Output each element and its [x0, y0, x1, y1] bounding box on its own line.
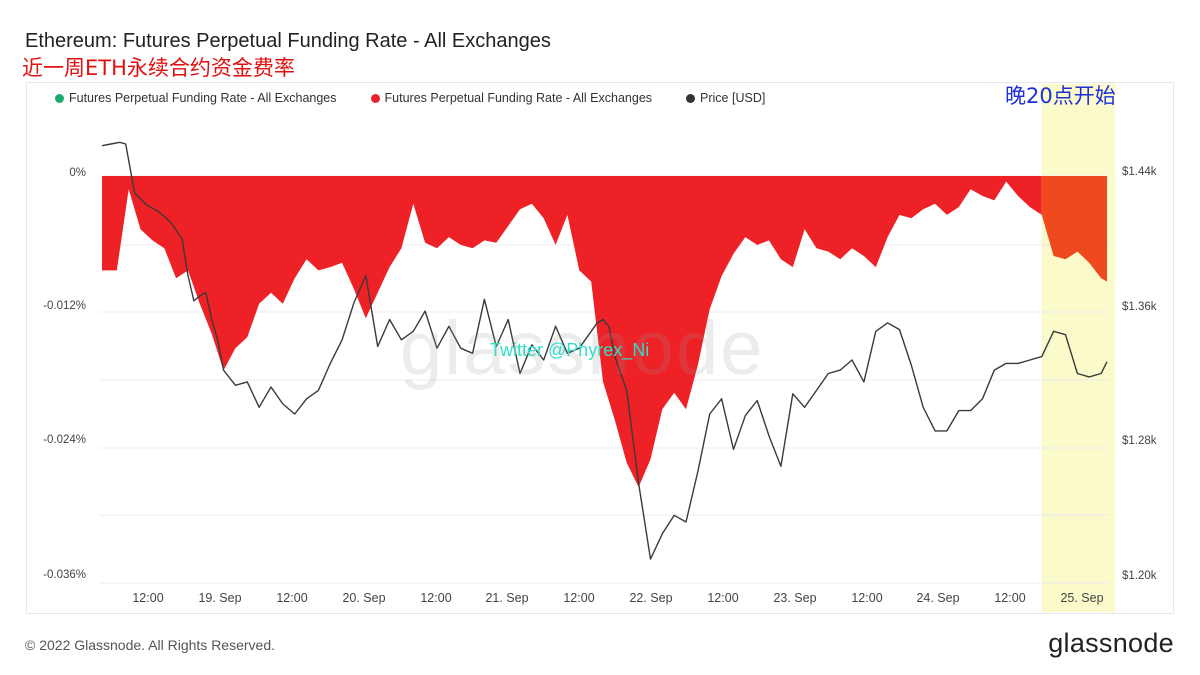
- x-tick-label: 12:00: [563, 591, 594, 605]
- legend-item-price[interactable]: Price [USD]: [686, 91, 765, 105]
- legend-dot-green: [55, 93, 64, 103]
- x-axis: 12:00 19. Sep 12:00 20. Sep 12:00 21. Sep 12:0…: [132, 591, 1103, 605]
- x-tick-label: 12:00: [420, 591, 451, 605]
- legend-label: Futures Perpetual Funding Rate - All Exc…: [69, 91, 337, 105]
- y-axis-right: $1.44k $1.36k $1.28k $1.20k: [1122, 166, 1157, 582]
- x-tick-label: 22. Sep: [629, 591, 672, 605]
- copyright-text: © 2022 Glassnode. All Rights Reserved.: [25, 637, 276, 653]
- x-tick-label: 21. Sep: [485, 591, 528, 605]
- x-tick-label: 12:00: [132, 591, 163, 605]
- legend-label: Price [USD]: [700, 91, 766, 105]
- y-right-tick-label: $1.36k: [1122, 301, 1157, 313]
- funding-area-highlight: [1041, 176, 1107, 282]
- funding-rate-area: [102, 176, 1107, 488]
- x-tick-label: 12:00: [707, 591, 738, 605]
- x-tick-label: 20. Sep: [342, 591, 385, 605]
- highlight-annotation: 晚20点开始: [1005, 84, 1116, 108]
- x-tick-label: 12:00: [276, 591, 307, 605]
- price-line: [101, 141, 1108, 560]
- legend-label: Futures Perpetual Funding Rate - All Exc…: [384, 91, 653, 105]
- chart-frame: [26, 82, 1174, 614]
- x-tick-label: 24. Sep: [916, 591, 959, 605]
- y-right-tick-label: $1.44k: [1122, 166, 1157, 178]
- highlight-band: [1041, 84, 1115, 612]
- legend-dot-red: [370, 93, 380, 103]
- legend-dot-black: [686, 93, 696, 103]
- y-left-tick-label: -0.012%: [43, 300, 86, 312]
- y-left-tick-label: -0.024%: [43, 434, 86, 446]
- legend-item-funding-negative[interactable]: Futures Perpetual Funding Rate - All Exc…: [370, 91, 653, 105]
- chart-title: Ethereum: Futures Perpetual Funding Rate…: [25, 30, 551, 52]
- y-left-tick-label: 0%: [69, 167, 86, 179]
- chart-subtitle-annotation: 近一周ETH永续合约资金费率: [22, 56, 295, 80]
- y-axis-left: 0% -0.012% -0.024% -0.036%: [43, 167, 86, 581]
- glassnode-watermark: glassnode: [400, 306, 765, 391]
- y-right-tick-label: $1.20k: [1122, 570, 1157, 582]
- funding-area-main: [102, 176, 1042, 488]
- x-tick-label: 25. Sep: [1060, 591, 1103, 605]
- glassnode-logo: glassnode: [1048, 628, 1174, 658]
- x-tick-label: 23. Sep: [773, 591, 816, 605]
- y-right-tick-label: $1.28k: [1122, 435, 1157, 447]
- legend: Futures Perpetual Funding Rate - All Exc…: [55, 91, 765, 105]
- x-tick-label: 12:00: [851, 591, 882, 605]
- legend-item-funding-positive[interactable]: Futures Perpetual Funding Rate - All Exc…: [55, 91, 337, 105]
- x-tick-label: 12:00: [994, 591, 1025, 605]
- x-tick-label: 19. Sep: [198, 591, 241, 605]
- twitter-watermark: Twitter @Phyrex_Ni: [490, 340, 650, 360]
- y-left-tick-label: -0.036%: [43, 569, 86, 581]
